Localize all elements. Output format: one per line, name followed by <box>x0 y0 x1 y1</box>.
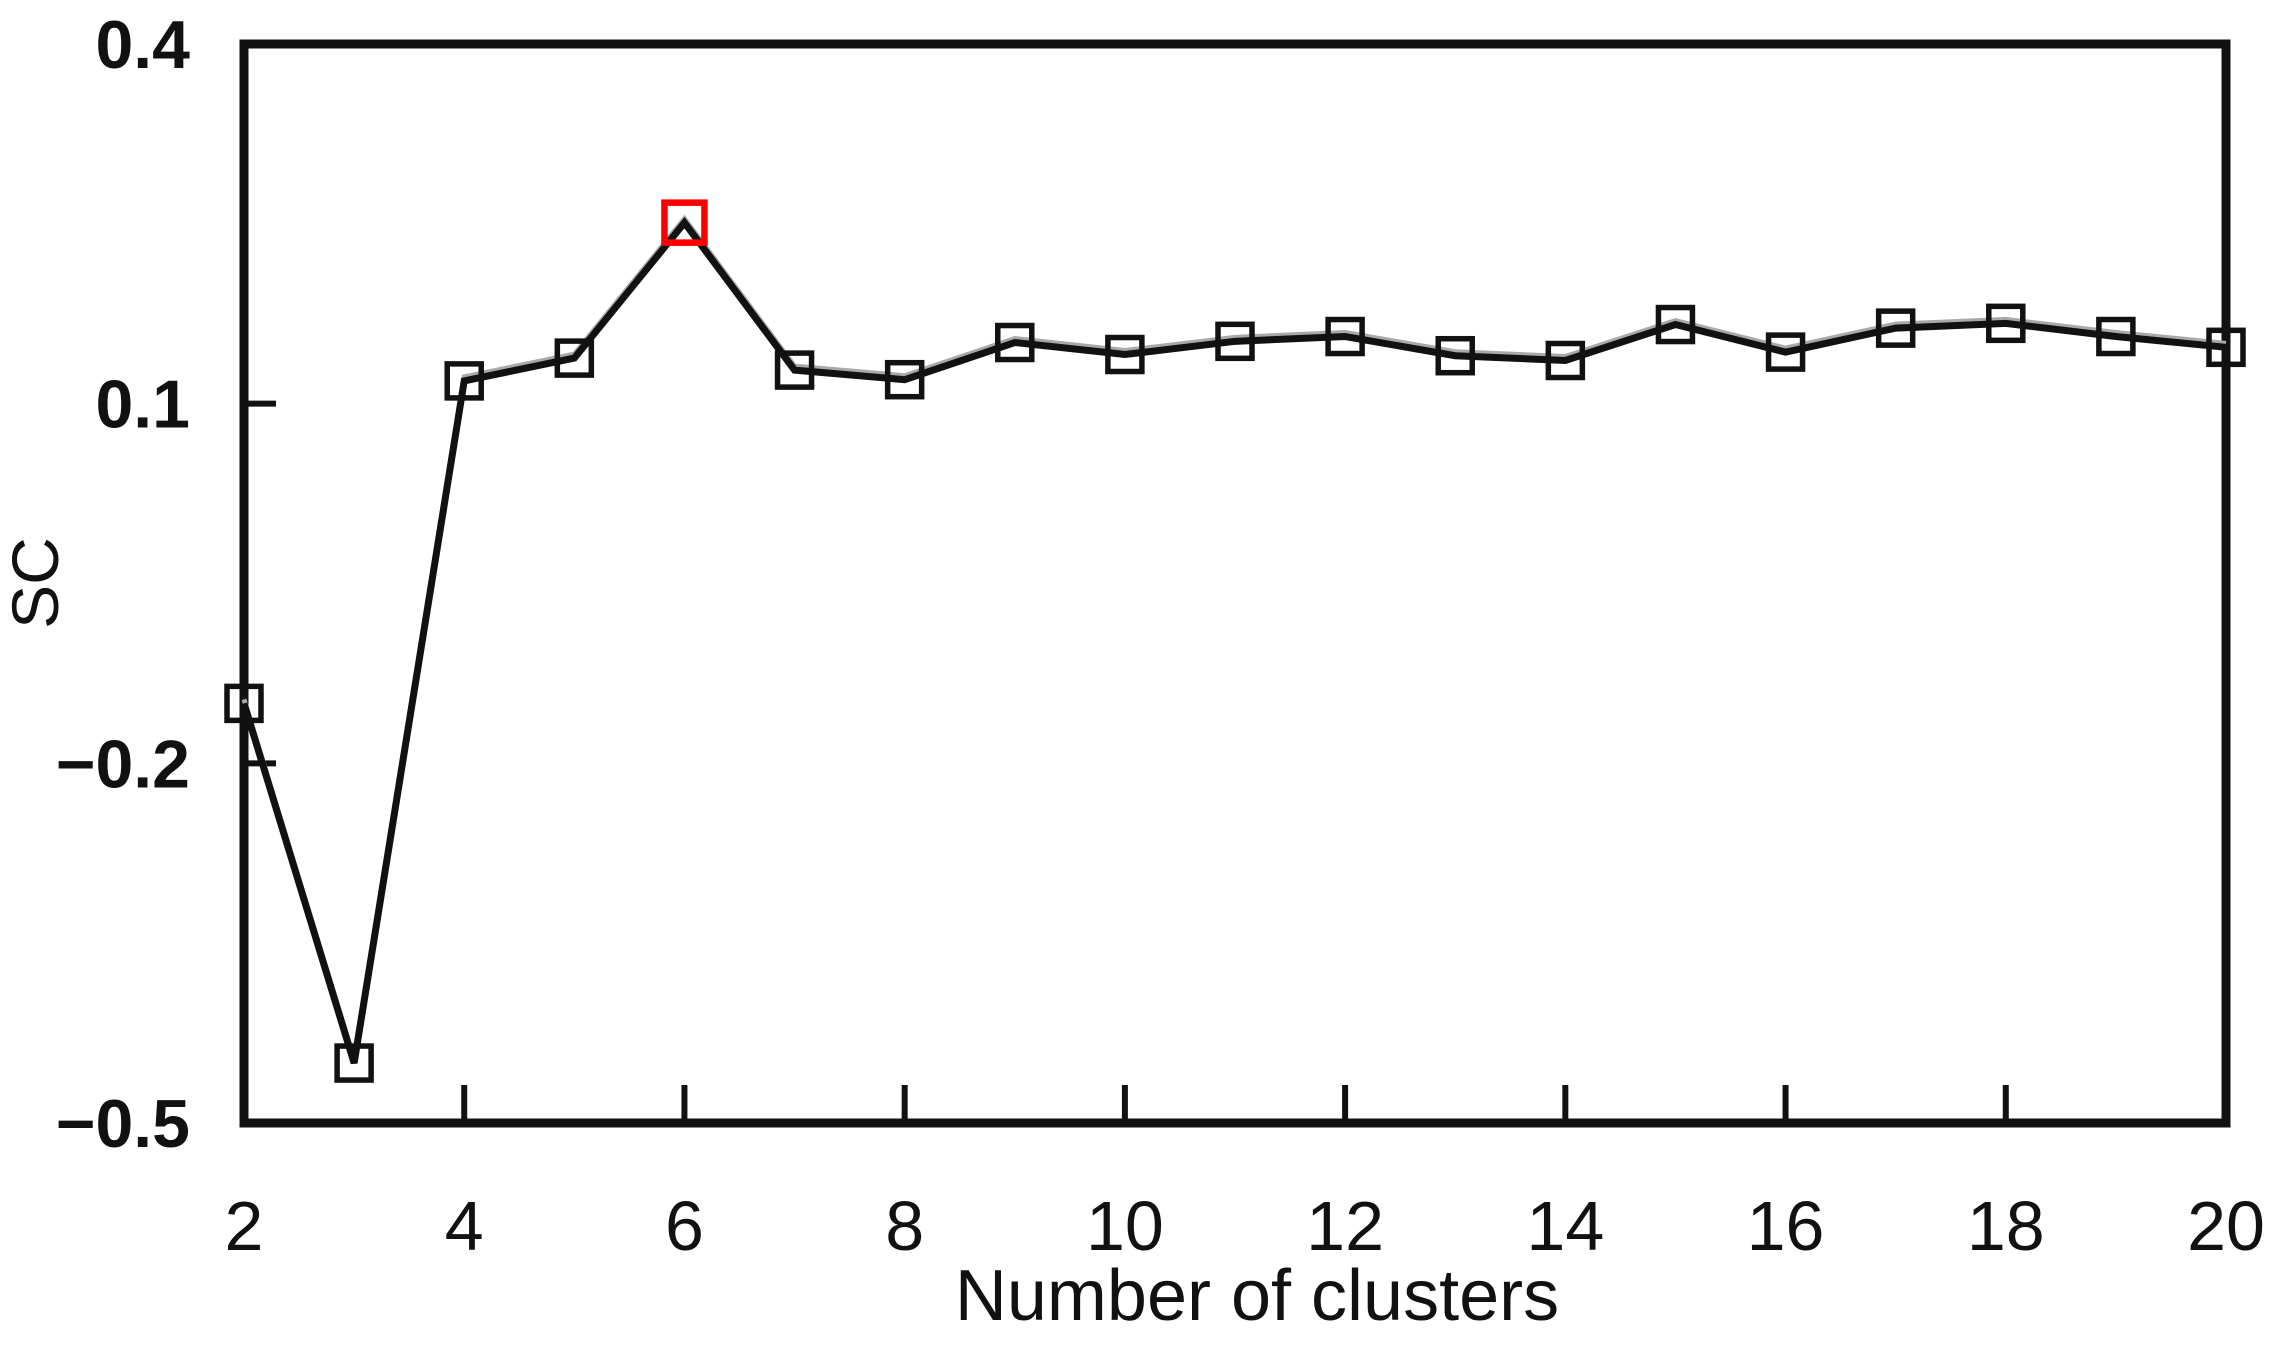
data-point-marker <box>774 350 815 390</box>
data-point-marker <box>1545 340 1586 381</box>
x-tick-label: 12 <box>1306 1187 1384 1265</box>
data-point-marker <box>2206 327 2246 368</box>
data-point-marker <box>1215 321 1255 362</box>
x-tick-label: 8 <box>885 1187 924 1265</box>
y-tick-label: −0.5 <box>56 1086 190 1162</box>
x-tick-label: 18 <box>1967 1187 2045 1265</box>
x-tick-label: 4 <box>445 1187 484 1265</box>
data-point-marker <box>554 338 595 378</box>
data-point-marker <box>995 322 1035 363</box>
data-point-marker <box>1986 303 2026 344</box>
data-point-marker <box>1765 332 1806 372</box>
y-tick-label: 0.4 <box>95 7 190 83</box>
x-tick-label: 16 <box>1747 1187 1825 1265</box>
axis-box <box>239 39 2231 1128</box>
y-tick-label: 0.1 <box>95 367 190 443</box>
data-point-marker <box>1325 316 1365 357</box>
x-tick-label: 20 <box>2187 1187 2265 1265</box>
data-point-marker <box>1105 334 1145 375</box>
data-point-marker <box>1435 335 1475 376</box>
x-tick-label: 14 <box>1526 1187 1604 1265</box>
y-axis-title: SC <box>0 537 72 629</box>
data-point-marker <box>1875 308 1916 348</box>
series-line <box>240 216 2227 1065</box>
data-point-marker <box>334 1043 374 1083</box>
x-axis-title: Number of clusters <box>955 1256 1559 1336</box>
x-tick-label: 6 <box>665 1187 704 1265</box>
y-tick-label: −0.2 <box>56 726 190 802</box>
data-point-marker <box>444 361 484 401</box>
data-point-marker <box>2096 316 2136 357</box>
x-tick-label: 2 <box>225 1187 264 1265</box>
x-tick-label: 10 <box>1086 1187 1164 1265</box>
highlight-marker <box>661 199 708 246</box>
data-point-marker <box>884 359 925 400</box>
data-point-marker <box>1655 304 1696 345</box>
data-point-marker <box>224 683 264 724</box>
